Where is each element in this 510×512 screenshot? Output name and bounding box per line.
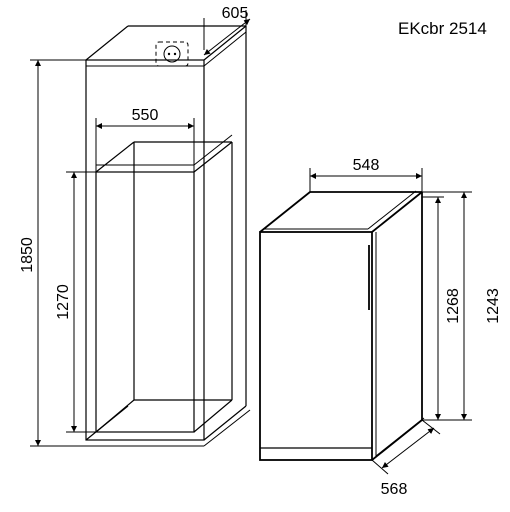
svg-text:550: 550 <box>132 107 159 124</box>
model-label: EKcbr 2514 <box>398 19 487 38</box>
cabinet <box>86 26 250 446</box>
dim-appliance-height: 1268 <box>422 192 472 420</box>
svg-text:1850: 1850 <box>19 237 36 273</box>
svg-text:1270: 1270 <box>55 284 72 320</box>
dim-niche-height: 1270 <box>55 172 96 432</box>
dim-cabinet-height: 1850 <box>19 60 86 446</box>
svg-text:548: 548 <box>353 157 380 174</box>
svg-text:605: 605 <box>222 5 249 22</box>
appliance <box>260 191 424 460</box>
svg-text:1268: 1268 <box>445 288 462 324</box>
dim-appliance-body-height: 1243 <box>422 197 502 420</box>
dim-appliance-width: 548 <box>310 157 422 192</box>
svg-text:1243: 1243 <box>485 288 502 324</box>
dim-inner-width: 550 <box>96 107 194 172</box>
svg-text:568: 568 <box>381 481 408 498</box>
technical-drawing: EKcbr 2514 <box>0 0 510 512</box>
